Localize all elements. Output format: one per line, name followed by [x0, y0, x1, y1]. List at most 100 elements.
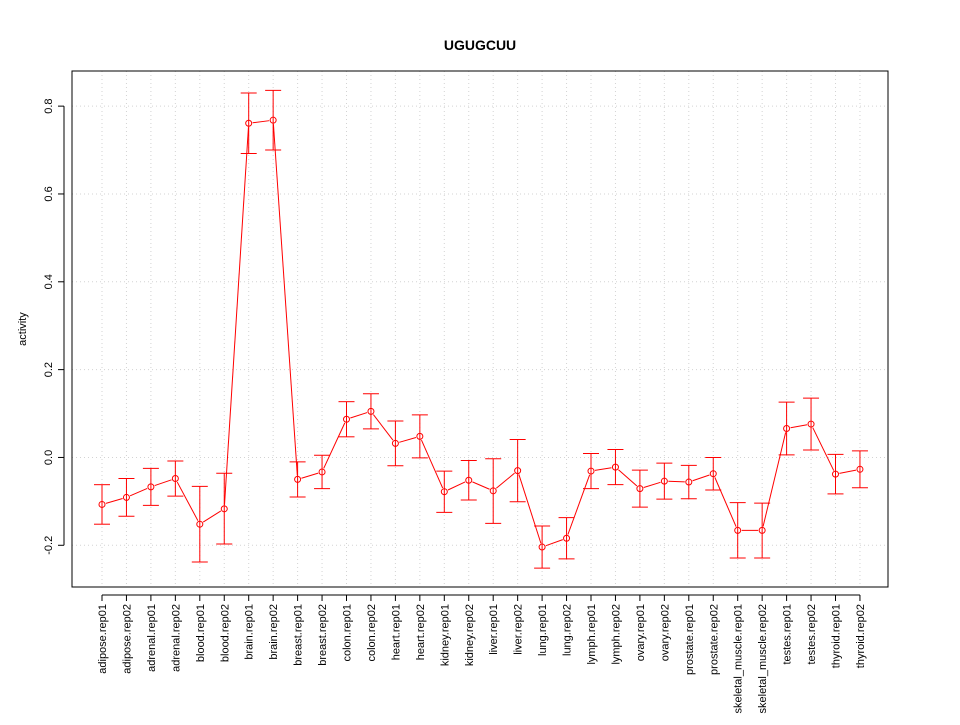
x-tick-label: blood.rep02	[219, 604, 231, 662]
x-tick-label: heart.rep01	[390, 604, 402, 660]
data-point	[343, 415, 350, 423]
series-line-segment	[154, 479, 172, 487]
x-tick-label: lymph.rep01	[586, 604, 598, 665]
x-tick-label: lung.rep01	[537, 604, 549, 656]
data-point	[269, 116, 277, 124]
y-tick-label: 0.4	[43, 274, 55, 289]
data-point	[147, 483, 155, 491]
series-line-segment	[545, 539, 563, 547]
data-point	[440, 488, 448, 496]
data-point	[465, 476, 473, 484]
x-tick-label: colon.rep01	[342, 604, 354, 662]
data-point	[220, 505, 228, 513]
x-tick-label: brain.rep02	[268, 604, 280, 660]
point-layer	[98, 116, 864, 551]
data-point	[391, 439, 399, 447]
series-line-segment	[567, 474, 591, 535]
x-tick-label: kidney.rep02	[464, 604, 476, 666]
x-tick-label: blood.rep01	[195, 604, 207, 662]
axis-layer: -0.2 0.0 0.2 0.4 0.6 0.8 adipose.rep01 adipose.…	[43, 98, 867, 713]
y-tick-label: -0.2	[43, 536, 55, 555]
series-line-segment	[176, 481, 199, 521]
data-point	[832, 470, 839, 478]
series-line-segment	[518, 474, 542, 544]
data-point	[294, 475, 302, 483]
x-tick-label: ovary.rep01	[635, 604, 647, 661]
series-line-segment	[495, 472, 515, 489]
x-tick-label: testes.rep01	[782, 604, 794, 665]
series-line-segment	[272, 124, 298, 476]
series-line-segment	[399, 436, 417, 443]
data-point	[758, 526, 766, 534]
x-tick-label: liver.rep01	[488, 604, 500, 655]
data-point	[709, 470, 717, 478]
y-tick-label: 0.0	[43, 450, 55, 465]
data-point	[489, 487, 497, 495]
x-tick-label: kidney.rep01	[439, 604, 451, 666]
data-point	[685, 478, 693, 486]
x-tick-label: lymph.rep02	[610, 604, 622, 665]
series-line-segment	[618, 469, 638, 487]
series-line-segment	[301, 472, 319, 479]
data-point	[611, 463, 619, 471]
series-line-segment	[323, 422, 346, 469]
x-tick-label: breast.rep01	[293, 604, 305, 666]
series-line-segment	[202, 510, 222, 523]
data-point	[122, 493, 130, 501]
x-tick-label: adipose.rep02	[121, 604, 133, 674]
series-line-segment	[252, 120, 270, 124]
x-tick-label: adipose.rep01	[97, 604, 109, 674]
data-point	[538, 543, 546, 551]
data-point	[807, 420, 815, 428]
x-tick-label: adrenal.rep01	[146, 604, 158, 672]
series-line-segment	[839, 469, 857, 474]
series-line-segment	[421, 439, 444, 489]
x-tick-label: colon.rep02	[366, 604, 378, 662]
x-tick-label: liver.rep02	[513, 604, 525, 655]
data-point	[856, 465, 864, 473]
data-point	[171, 475, 179, 483]
series-line-segment	[714, 477, 737, 527]
data-point	[587, 467, 595, 475]
data-point	[367, 407, 375, 415]
data-point	[660, 477, 668, 485]
series-line-segment	[790, 424, 808, 429]
line-layer	[105, 120, 857, 547]
series-line-segment	[372, 414, 394, 441]
x-tick-label: ovary.rep02	[659, 604, 671, 661]
series-line-segment	[472, 481, 490, 490]
data-point	[245, 119, 253, 127]
data-point	[416, 432, 424, 440]
series-line-segment	[447, 481, 466, 491]
x-tick-label: brain.rep01	[244, 604, 256, 660]
x-tick-label: thyroid.rep01	[831, 604, 843, 668]
x-tick-label: skeletal_muscle.rep01	[733, 604, 745, 713]
data-point	[98, 500, 106, 508]
data-point	[636, 485, 644, 493]
series-line-segment	[224, 127, 249, 505]
x-tick-label: thyroid.rep02	[855, 604, 867, 668]
series-line-segment	[350, 412, 368, 419]
y-tick-label: 0.8	[43, 98, 55, 113]
series-line-segment	[594, 467, 612, 471]
errorbar-layer	[94, 89, 868, 569]
data-point	[196, 520, 204, 528]
series-line-segment	[129, 487, 148, 497]
y-axis-label: activity	[17, 312, 29, 346]
x-tick-label: breast.rep02	[317, 604, 329, 666]
x-tick-label: prostate.rep01	[684, 604, 696, 675]
series-line-segment	[762, 432, 787, 527]
x-tick-label: prostate.rep02	[708, 604, 720, 675]
data-point	[734, 526, 742, 534]
x-tick-label: heart.rep02	[415, 604, 427, 660]
y-tick-label: 0.6	[43, 186, 55, 201]
series-line-segment	[812, 427, 835, 471]
x-tick-label: skeletal_muscle.rep02	[757, 604, 769, 713]
series-line-segment	[692, 474, 710, 482]
series-line-segment	[643, 481, 661, 488]
chart-title: UGUGCUU	[444, 37, 516, 53]
grid-layer	[72, 71, 888, 587]
series-line-segment	[105, 498, 123, 504]
